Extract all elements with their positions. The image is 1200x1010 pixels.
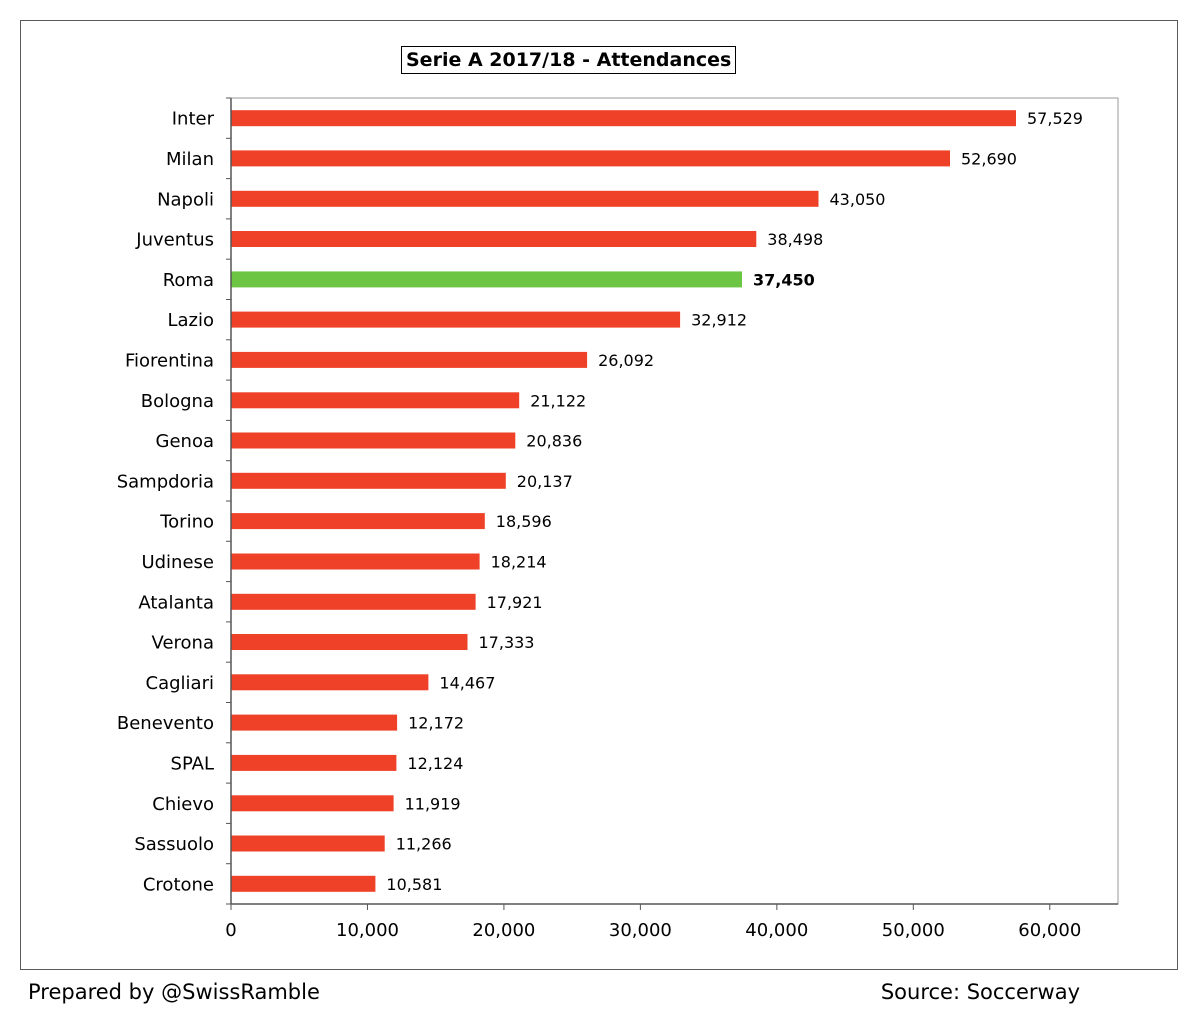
bar-lazio xyxy=(231,311,681,328)
bar-fiorentina xyxy=(231,351,588,368)
value-label: 18,214 xyxy=(491,553,547,572)
chart-frame xyxy=(20,20,1178,970)
category-label: Inter xyxy=(172,109,215,130)
bar-sampdoria xyxy=(231,472,506,489)
bar-spal xyxy=(231,754,397,771)
value-labels: 57,529 52,690 43,050 38,498 37,450 32,912 26,0… xyxy=(386,109,1083,894)
category-label: SPAL xyxy=(171,753,214,774)
x-axis: 0 10,000 20,000 30,000 40,000 50,000 60,000 xyxy=(225,97,1118,941)
value-label: 57,529 xyxy=(1027,109,1083,128)
category-label: Cagliari xyxy=(146,673,214,694)
category-label: Verona xyxy=(152,633,214,654)
bar-bologna xyxy=(231,392,520,409)
value-label: 18,596 xyxy=(496,512,552,531)
category-label: Torino xyxy=(159,512,214,533)
category-label: Genoa xyxy=(156,431,214,452)
category-label: Napoli xyxy=(157,189,214,210)
x-tick-label: 30,000 xyxy=(609,920,672,941)
x-tick-label: 60,000 xyxy=(1018,920,1081,941)
bar-chievo xyxy=(231,795,394,812)
value-label: 52,690 xyxy=(961,149,1017,168)
category-label: Sampdoria xyxy=(117,471,214,492)
category-label: Atalanta xyxy=(138,592,214,613)
value-label: 17,333 xyxy=(479,633,535,652)
category-label: Benevento xyxy=(117,713,214,734)
bar-sassuolo xyxy=(231,835,385,852)
x-tick-label: 50,000 xyxy=(882,920,945,941)
category-label: Sassuolo xyxy=(134,834,214,855)
bar-atalanta xyxy=(231,593,476,610)
bar-udinese xyxy=(231,553,480,570)
value-label: 12,172 xyxy=(408,714,464,733)
bar-benevento xyxy=(231,714,398,731)
value-label: 17,921 xyxy=(487,593,543,612)
value-label: 26,092 xyxy=(598,351,654,370)
bar-inter xyxy=(231,110,1016,127)
bar-torino xyxy=(231,513,485,530)
source-credit: Source: Soccerway xyxy=(880,980,1080,1004)
category-label: Roma xyxy=(163,270,214,291)
category-label: Crotone xyxy=(143,874,214,895)
prepared-by-credit: Prepared by @SwissRamble xyxy=(28,980,320,1004)
chart-title: Serie A 2017/18 - Attendances xyxy=(401,46,737,74)
bar-milan xyxy=(231,150,950,167)
category-label: Fiorentina xyxy=(125,350,214,371)
category-label: Udinese xyxy=(141,552,214,573)
value-label: 11,919 xyxy=(405,794,461,813)
bar-verona xyxy=(231,634,468,650)
x-tick-label: 20,000 xyxy=(472,920,535,941)
x-tick-label: 0 xyxy=(225,920,236,941)
category-label: Milan xyxy=(166,149,214,170)
bar-crotone xyxy=(231,875,376,892)
plot-area xyxy=(230,97,1119,905)
bars-group xyxy=(231,110,1016,892)
value-label: 43,050 xyxy=(830,190,886,209)
category-label: Bologna xyxy=(141,391,214,412)
value-label: 20,836 xyxy=(526,432,582,451)
value-label: 11,266 xyxy=(396,835,452,854)
y-axis-labels: Inter Milan Napoli Juventus Roma Lazio Fiorent… xyxy=(117,109,215,896)
value-label: 38,498 xyxy=(767,230,823,249)
value-label: 37,450 xyxy=(753,270,815,289)
category-label: Juventus xyxy=(135,230,214,251)
value-label: 21,122 xyxy=(530,391,586,410)
value-label: 12,124 xyxy=(407,754,463,773)
bar-genoa xyxy=(231,432,516,449)
x-tick-label: 40,000 xyxy=(745,920,808,941)
value-label: 10,581 xyxy=(386,875,442,894)
bar-cagliari xyxy=(231,674,429,691)
value-label: 14,467 xyxy=(439,673,495,692)
category-label: Lazio xyxy=(167,310,214,331)
category-label: Chievo xyxy=(152,794,214,815)
x-tick-label: 10,000 xyxy=(336,920,399,941)
value-label: 20,137 xyxy=(517,472,573,491)
value-label: 32,912 xyxy=(691,311,747,330)
bar-juventus xyxy=(231,231,757,247)
bar-roma xyxy=(231,271,742,288)
bar-napoli xyxy=(231,190,819,207)
